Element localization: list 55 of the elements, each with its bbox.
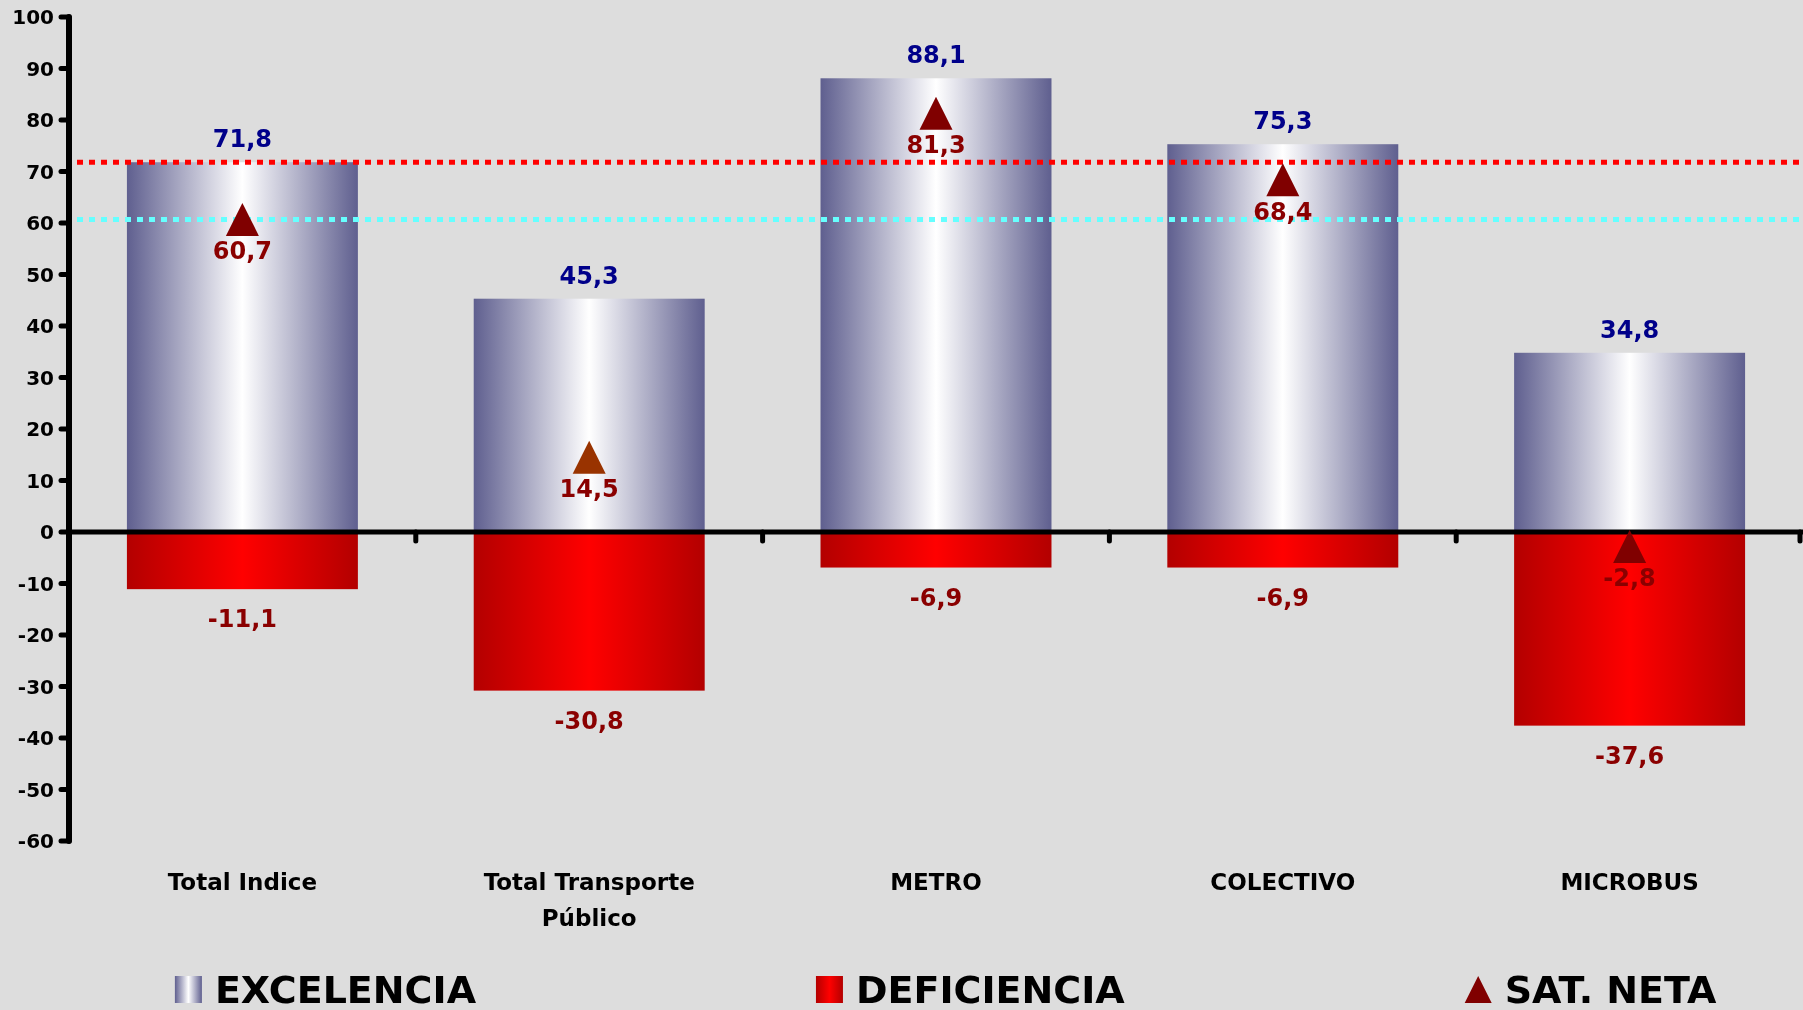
point xyxy=(572,440,606,474)
y-tick-label: 0 xyxy=(40,520,54,545)
y-tick-label: -20 xyxy=(17,623,54,648)
data-label: -30,8 xyxy=(554,706,624,735)
y-tick-label: 70 xyxy=(26,159,54,184)
point xyxy=(225,202,259,236)
y-tick-label: 30 xyxy=(26,365,54,390)
bar xyxy=(473,532,705,691)
data-label: 60,7 xyxy=(212,237,273,266)
y-tick-label: 20 xyxy=(26,417,54,442)
data-label: 45,3 xyxy=(559,261,619,290)
bar xyxy=(820,78,1052,532)
bar xyxy=(1514,352,1746,532)
y-tick-label: 80 xyxy=(26,108,54,133)
y-tick-label: -60 xyxy=(17,829,54,854)
bar xyxy=(1167,532,1399,568)
y-tick-label: 60 xyxy=(26,211,54,236)
data-label: 81,3 xyxy=(906,131,966,160)
y-tick-label: -30 xyxy=(17,674,54,699)
data-label: 75,3 xyxy=(1253,107,1313,136)
data-label: 14,5 xyxy=(559,475,619,504)
bar xyxy=(1167,144,1399,532)
y-tick-label: 100 xyxy=(12,5,54,30)
bar xyxy=(1514,532,1746,726)
bar xyxy=(126,162,358,532)
data-label: -6,9 xyxy=(909,583,963,612)
x-tick-label: Total Transporte Público xyxy=(483,869,695,931)
data-label: 88,1 xyxy=(906,41,966,70)
x-tick-label: MICROBUS xyxy=(1560,869,1699,895)
bar xyxy=(473,298,705,532)
data-label: -37,6 xyxy=(1595,741,1665,770)
y-tick-label: -40 xyxy=(17,726,54,751)
y-tick-label: 10 xyxy=(26,468,54,493)
legend-label: EXCELENCIA xyxy=(214,968,477,1010)
data-label: 68,4 xyxy=(1253,197,1313,226)
data-label: 71,8 xyxy=(212,125,273,154)
x-tick-label: COLECTIVO xyxy=(1210,869,1356,895)
data-label: -2,8 xyxy=(1603,564,1656,593)
point xyxy=(1266,163,1300,197)
legend-label: SAT. NETA xyxy=(1504,968,1718,1010)
y-tick-label: -10 xyxy=(17,571,54,596)
bar xyxy=(820,532,1052,568)
data-label: 34,8 xyxy=(1599,315,1660,344)
y-tick-label: 90 xyxy=(26,56,54,81)
point xyxy=(919,96,953,130)
data-label: -11,1 xyxy=(207,605,277,634)
y-tick-label: 40 xyxy=(26,314,54,339)
x-tick-label: METRO xyxy=(890,869,982,895)
data-label: -6,9 xyxy=(1256,583,1310,612)
x-tick-label: Total Indice xyxy=(167,869,318,895)
y-tick-label: -50 xyxy=(17,777,54,802)
bar xyxy=(126,532,358,590)
y-tick-label: 50 xyxy=(26,262,54,287)
point xyxy=(1613,529,1647,563)
legend-label: DEFICIENCIA xyxy=(855,968,1126,1010)
